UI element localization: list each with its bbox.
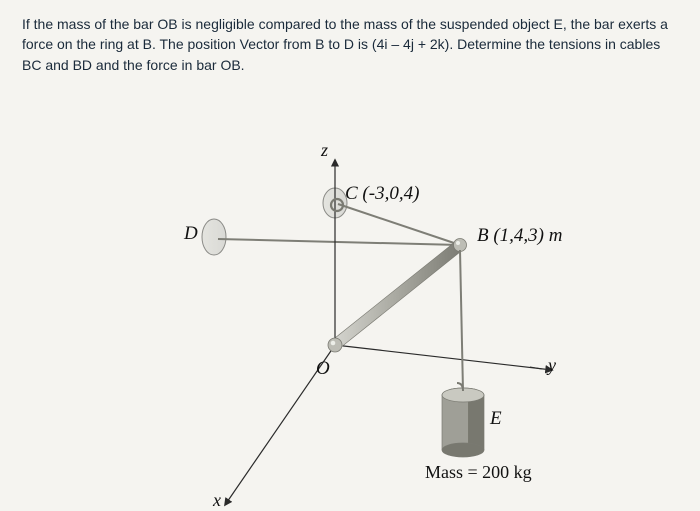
- diagram: z y x D O E C (-3,0,4) B (1,4,3) m Mass …: [0, 85, 700, 511]
- point-B-text: B (1,4,3) m: [477, 225, 562, 246]
- point-C-label: C (-3,0,4): [345, 183, 419, 205]
- problem-line-3: BC and BD and the force in bar OB.: [22, 57, 245, 73]
- point-E-label: E: [490, 408, 502, 430]
- point-O-label: O: [316, 358, 330, 380]
- axis-x-label: x: [213, 490, 221, 511]
- point-D-label: D: [184, 223, 198, 245]
- problem-line-2: force on the ring at B. The position Vec…: [22, 36, 660, 52]
- point-C-text: C (-3,0,4): [345, 183, 419, 204]
- point-B-label: B (1,4,3) m: [477, 225, 562, 247]
- axis-z-label: z: [321, 140, 328, 161]
- mass-label: Mass = 200 kg: [425, 462, 532, 483]
- problem-line-1: If the mass of the bar OB is negligible …: [22, 16, 668, 32]
- axis-y-label: y: [548, 355, 556, 376]
